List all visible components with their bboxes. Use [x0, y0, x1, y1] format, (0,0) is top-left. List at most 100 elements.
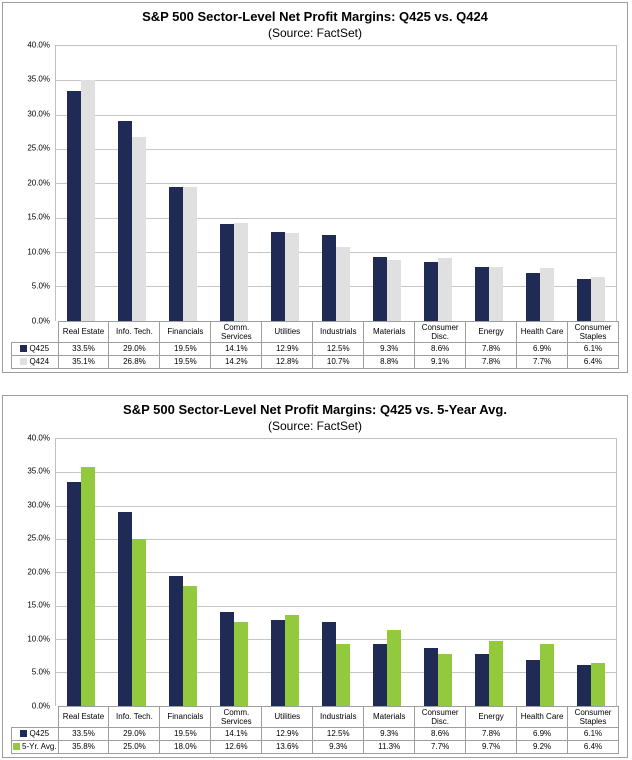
bar-5-yr-avg-consumer-disc	[437, 654, 452, 706]
plot-row: 40.0% 35.0% 30.0% 25.0% 20.0% 15.0% 10.0% 5.0% 0…	[3, 40, 627, 325]
category-header-info-tech: Info. Tech.	[108, 320, 161, 344]
bar-q425-info-tech	[118, 512, 133, 706]
bar-5-yr-avg-info-tech	[132, 538, 147, 706]
value-cell-5-yr-avg-info-tech: 25.0%	[108, 740, 161, 754]
value-cell-5-yr-avg-industrials: 9.3%	[312, 740, 365, 754]
bar-group-materials	[361, 46, 412, 321]
category-header-energy: Energy	[465, 705, 518, 729]
category-header-industrials: Industrials	[312, 320, 365, 344]
y-axis-label: 0.0%	[31, 316, 50, 326]
category-header-consumer-disc: Consumer Disc.	[414, 320, 467, 344]
value-cell-5-yr-avg-health-care: 9.2%	[516, 740, 569, 754]
series-row-q425: Q425 33.5% 29.0% 19.5% 14.1% 12.9% 12.5% 9.3% 8.…	[11, 342, 619, 356]
gridline	[56, 505, 616, 507]
bar-group-industrials	[311, 46, 362, 321]
bar-q425-consumer-staples	[576, 664, 591, 706]
category-header-comm-services: Comm. Services	[210, 705, 263, 729]
value-cell-q424-materials: 8.8%	[363, 355, 416, 369]
gridline	[56, 572, 616, 574]
y-axis-label: 10.0%	[27, 247, 50, 257]
series-row-5-yr-avg: 5-Yr. Avg. 35.8% 25.0% 18.0% 12.6% 13.6% 9.3% 1…	[11, 740, 619, 754]
legend-cell-q424: Q424	[11, 355, 59, 369]
value-cell-q425-materials: 9.3%	[363, 342, 416, 356]
data-table-legend: Real Estate Info. Tech. Financials Comm. Se…	[11, 320, 619, 369]
bar-q424-materials	[386, 260, 401, 321]
value-cell-q425-comm-services: 14.1%	[210, 342, 263, 356]
bar-q425-materials	[372, 643, 387, 706]
y-axis-label: 5.0%	[31, 667, 50, 677]
bar-q425-industrials	[321, 622, 336, 706]
chart-title: S&P 500 Sector-Level Net Profit Margins:…	[142, 9, 488, 24]
gridline	[56, 114, 616, 116]
bar-q424-financials	[183, 186, 198, 321]
bar-5-yr-avg-materials	[386, 630, 401, 706]
legend-label: Q424	[29, 357, 50, 367]
bar-group-energy	[463, 439, 514, 706]
bar-group-health-care	[514, 439, 565, 706]
bar-q425-real-estate	[67, 90, 82, 321]
bar-q425-energy	[474, 653, 489, 706]
category-header-consumer-staples: Consumer Staples	[567, 705, 619, 729]
bar-q424-real-estate	[81, 79, 96, 321]
plot-area	[55, 437, 617, 706]
value-cell-q425-industrials: 12.5%	[312, 727, 365, 741]
bar-group-health-care	[514, 46, 565, 321]
bar-group-materials	[361, 439, 412, 706]
bar-group-financials	[158, 46, 209, 321]
category-header-consumer-disc: Consumer Disc.	[414, 705, 467, 729]
y-axis: 40.0% 35.0% 30.0% 25.0% 20.0% 15.0% 10.0% 5.0% 0…	[3, 433, 55, 710]
category-header-energy: Energy	[465, 320, 518, 344]
bar-q425-industrials	[321, 234, 336, 321]
legend-label: Q425	[29, 344, 50, 354]
value-cell-q425-utilities: 12.9%	[261, 342, 314, 356]
value-cell-q425-comm-services: 14.1%	[210, 727, 263, 741]
value-cell-q425-consumer-disc: 8.6%	[414, 727, 467, 741]
legend-swatch-5-yr-avg	[13, 743, 20, 751]
y-axis-label: 40.0%	[27, 40, 50, 50]
category-header-health-care: Health Care	[516, 320, 569, 344]
value-cell-q424-utilities: 12.8%	[261, 355, 314, 369]
bar-5-yr-avg-industrials	[335, 643, 350, 706]
value-cell-q424-info-tech: 26.8%	[108, 355, 161, 369]
y-axis-label: 15.0%	[27, 212, 50, 222]
value-cell-q424-consumer-staples: 6.4%	[567, 355, 619, 369]
value-cell-5-yr-avg-real-estate: 35.8%	[57, 740, 110, 754]
bar-5-yr-avg-real-estate	[81, 466, 96, 706]
category-header-comm-services: Comm. Services	[210, 320, 263, 344]
category-header-health-care: Health Care	[516, 705, 569, 729]
value-cell-q425-health-care: 6.9%	[516, 727, 569, 741]
category-header-financials: Financials	[159, 705, 212, 729]
value-cell-5-yr-avg-energy: 9.7%	[465, 740, 518, 754]
bar-q425-info-tech	[118, 121, 133, 321]
bar-5-yr-avg-health-care	[539, 644, 554, 706]
y-axis-label: 25.0%	[27, 143, 50, 153]
chart-subtitle: (Source: FactSet)	[267, 25, 363, 40]
legend-swatch-q425	[20, 730, 28, 738]
gridline	[56, 183, 616, 185]
bar-q425-energy	[474, 267, 489, 321]
legend-cell-5-yr-avg: 5-Yr. Avg.	[11, 740, 59, 754]
bar-q425-comm-services	[220, 611, 235, 706]
series-row-q425: Q425 33.5% 29.0% 19.5% 14.1% 12.9% 12.5% 9.3% 8.…	[11, 727, 619, 741]
y-axis-label: 40.0%	[27, 433, 50, 443]
bar-5-yr-avg-comm-services	[234, 621, 249, 706]
bar-q424-consumer-disc	[437, 258, 452, 321]
category-header-materials: Materials	[363, 320, 416, 344]
bar-5-yr-avg-utilities	[285, 614, 300, 706]
value-cell-5-yr-avg-consumer-staples: 6.4%	[567, 740, 619, 754]
value-cell-5-yr-avg-comm-services: 12.6%	[210, 740, 263, 754]
category-header-consumer-staples: Consumer Staples	[567, 320, 619, 344]
bar-q425-financials	[169, 186, 184, 321]
category-header-industrials: Industrials	[312, 705, 365, 729]
value-cell-q424-health-care: 7.7%	[516, 355, 569, 369]
value-cell-q425-financials: 19.5%	[159, 342, 212, 356]
value-cell-q425-health-care: 6.9%	[516, 342, 569, 356]
value-cell-5-yr-avg-consumer-disc: 7.7%	[414, 740, 467, 754]
gridline	[56, 80, 616, 82]
bar-q424-health-care	[539, 267, 554, 321]
bar-q425-health-care	[525, 659, 540, 706]
category-header-materials: Materials	[363, 705, 416, 729]
y-axis-label: 25.0%	[27, 533, 50, 543]
value-cell-q424-energy: 7.8%	[465, 355, 518, 369]
